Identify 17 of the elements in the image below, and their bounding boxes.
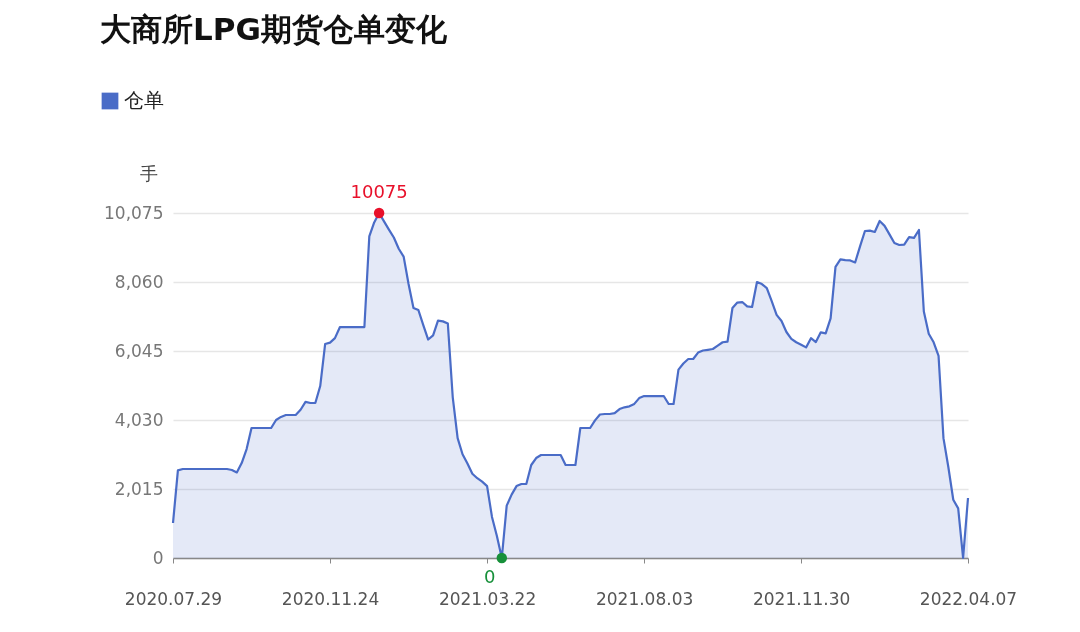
y-tick-label: 0 bbox=[152, 547, 164, 568]
x-tick-label: 2022.04.07 bbox=[919, 588, 1018, 609]
x-tick-label: 2020.11.24 bbox=[281, 588, 380, 609]
x-tick-label: 2021.08.03 bbox=[595, 588, 694, 609]
x-tick-label: 2021.03.22 bbox=[438, 588, 537, 609]
y-tick-label: 6,045 bbox=[114, 340, 164, 361]
x-tick-label: 2020.07.29 bbox=[124, 588, 223, 609]
chart-title: 大商所LPG期货仓单变化 bbox=[100, 11, 448, 47]
y-tick-label: 2,015 bbox=[114, 478, 164, 499]
y-axis-title: 手 bbox=[139, 162, 158, 184]
x-tick-label: 2021.11.30 bbox=[752, 588, 851, 609]
y-tick-label: 8,060 bbox=[114, 271, 164, 292]
y-tick-label: 10,075 bbox=[104, 202, 164, 223]
y-tick-label: 4,030 bbox=[114, 409, 164, 430]
annotation: 0 bbox=[484, 566, 496, 587]
annotation: 10075 bbox=[350, 181, 408, 202]
legend-label: 仓单 bbox=[124, 88, 164, 112]
